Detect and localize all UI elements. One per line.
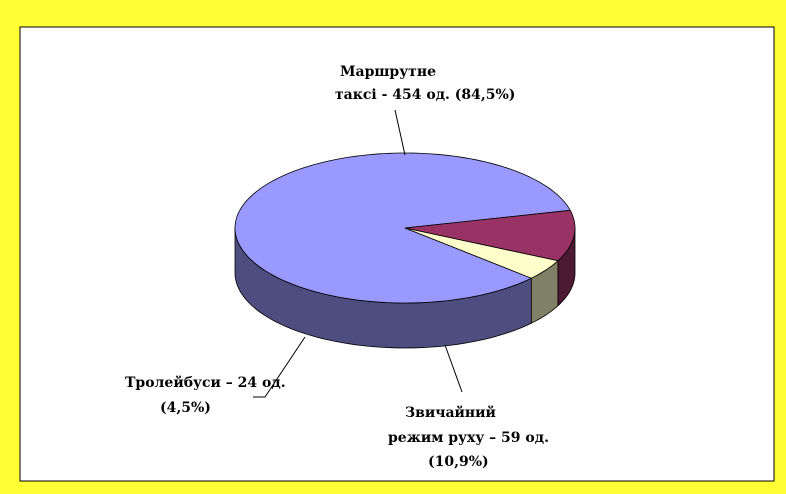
pie	[234, 152, 576, 349]
slice	[404, 227, 559, 279]
slice-label: (4,5%)	[160, 400, 211, 416]
slice-label: режим руху – 59 од.	[388, 430, 549, 446]
slice-label: таксі - 454 од. (84,5%)	[335, 87, 515, 103]
slice-label: Тролейбуси – 24 од.	[125, 374, 286, 391]
slice-label: Маршрутне	[340, 64, 436, 80]
leader-line	[444, 344, 463, 393]
slice-label: (10,9%)	[428, 454, 489, 470]
leader-line	[394, 109, 406, 156]
slice	[234, 152, 571, 304]
slice	[404, 209, 576, 262]
slice-label: Звичайний	[405, 404, 496, 421]
leader-line	[253, 336, 306, 398]
labels: Маршрутне таксі - 454 од. (84,5%) Звичайни…	[125, 64, 549, 470]
